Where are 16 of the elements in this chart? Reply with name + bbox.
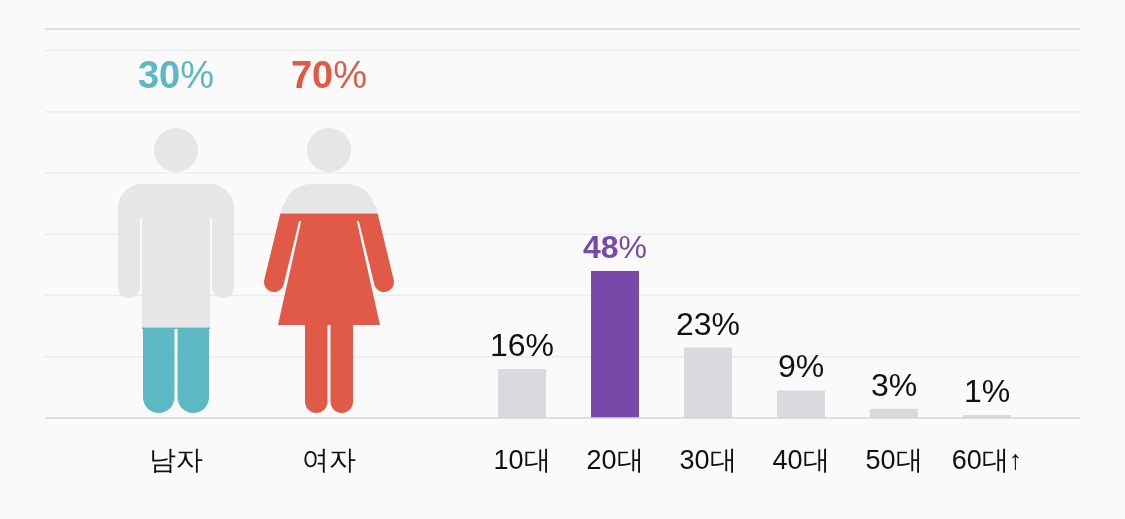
data-label: 16% bbox=[489, 326, 555, 363]
x-tick-label: 40대 bbox=[772, 445, 830, 475]
data-label: 1% bbox=[963, 372, 1011, 409]
data-label: 9% bbox=[777, 348, 825, 385]
data-label: 48% bbox=[582, 228, 648, 265]
data-label: 30% bbox=[137, 54, 215, 96]
category-label: 여자 bbox=[302, 445, 356, 475]
data-label: 70% bbox=[290, 54, 368, 96]
x-tick-label: 30대 bbox=[679, 445, 737, 475]
data-label: 3% bbox=[870, 366, 918, 403]
x-tick-label: 10대 bbox=[493, 445, 551, 475]
category-label: 남자 bbox=[149, 445, 203, 475]
data-label: 23% bbox=[675, 305, 741, 342]
x-tick-label: 60대↑ bbox=[951, 445, 1023, 475]
x-tick-label: 50대 bbox=[865, 445, 923, 475]
x-tick-label: 20대 bbox=[586, 445, 644, 475]
